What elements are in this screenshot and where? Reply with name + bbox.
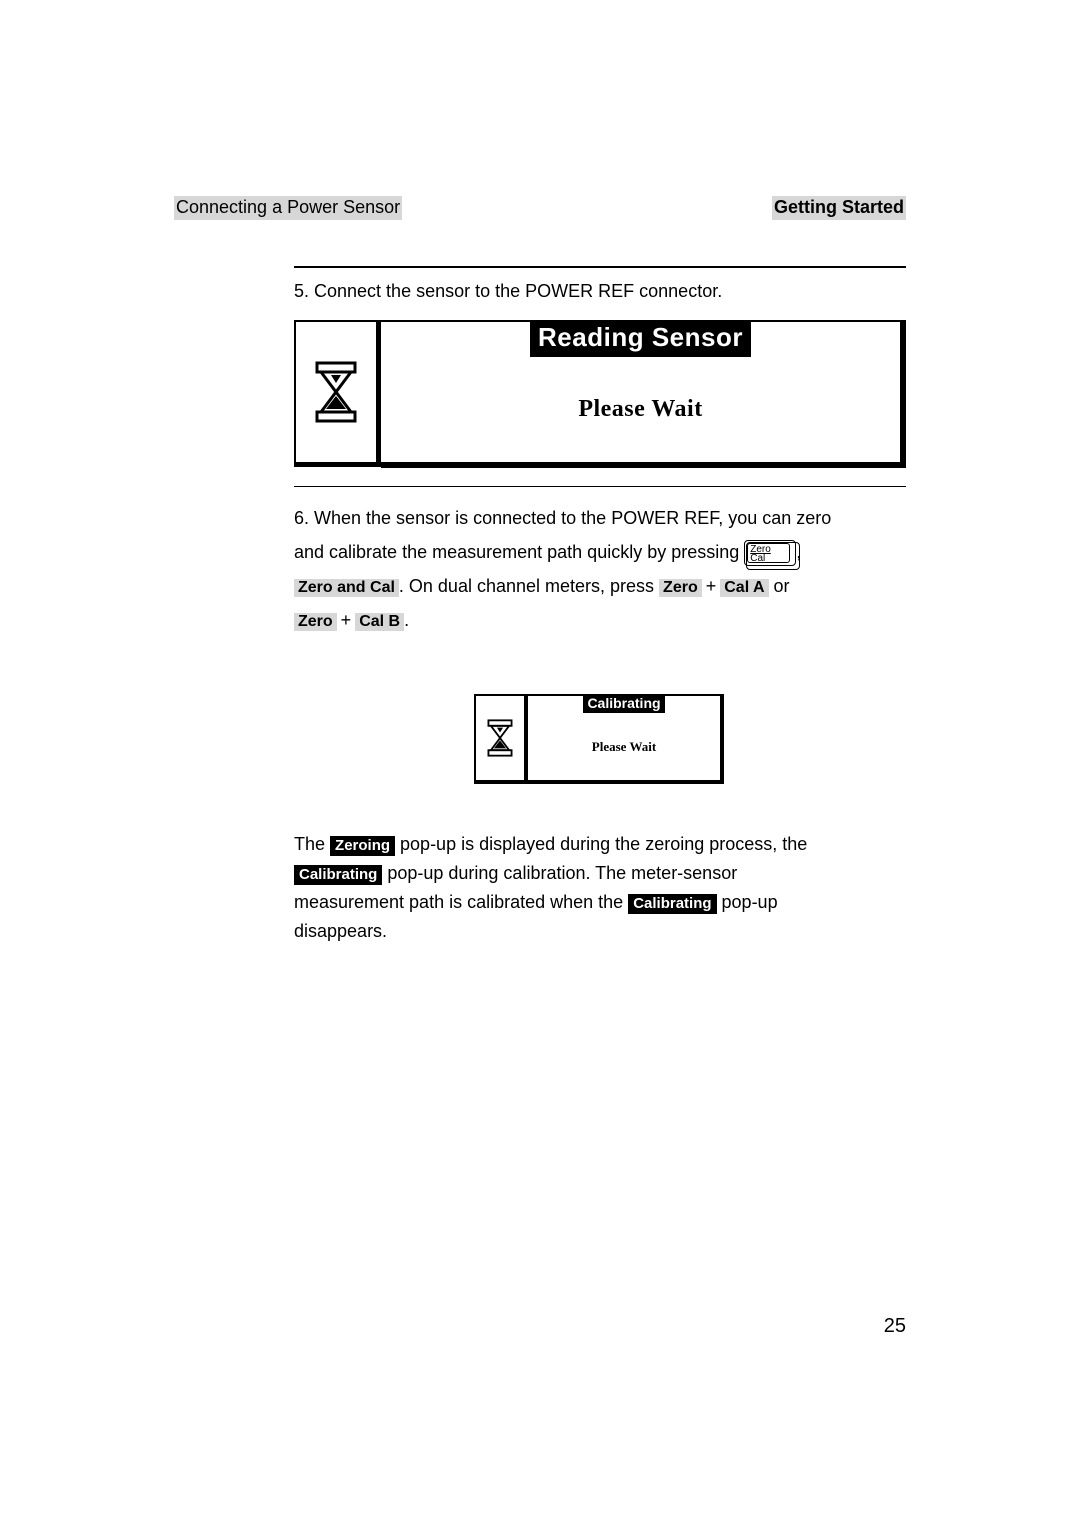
content-column: 5. Connect the sensor to the POWER REF c… <box>294 266 906 946</box>
step-5-text: 5. Connect the sensor to the POWER REF c… <box>294 278 906 306</box>
rule-thin <box>294 486 906 487</box>
para-t6: disappears. <box>294 921 387 941</box>
popup-title: Reading Sensor <box>530 320 751 357</box>
plus-1: + <box>702 576 721 596</box>
badge-zeroing: Zeroing <box>330 836 395 856</box>
hourglass-icon-cell <box>294 320 381 467</box>
calibrating-popup: Calibrating Please Wait <box>474 694 724 784</box>
reading-sensor-popup: Reading Sensor Please Wait <box>294 320 906 468</box>
zero-cal-hardkey: ZeroCal <box>744 540 796 566</box>
step-6-line-c: Zero and Cal. On dual channel meters, pr… <box>294 573 906 601</box>
rule-heavy <box>294 266 906 268</box>
step-6-d-end: . <box>404 610 409 630</box>
hourglass-icon <box>486 719 514 757</box>
softkey-cal-b: Cal B <box>355 613 404 631</box>
softkey-zero-a: Zero <box>659 579 702 597</box>
popup-title-small: Calibrating <box>583 694 664 713</box>
plus-2: + <box>337 610 356 630</box>
step-6-c-mid: . On dual channel meters, press <box>399 576 659 596</box>
popup-message-small: Please Wait <box>528 713 720 780</box>
softkey-zero-and-cal: Zero and Cal <box>294 579 399 597</box>
step-6-line-b: and calibrate the measurement path quick… <box>294 539 906 567</box>
section-title: Connecting a Power Sensor <box>174 196 402 220</box>
para-t3: pop-up during calibration. The meter-sen… <box>382 863 737 883</box>
page-number: 25 <box>884 1315 906 1338</box>
para-t5: pop-up <box>717 892 778 912</box>
reading-sensor-body: Reading Sensor Please Wait <box>381 320 906 468</box>
popup-message: Please Wait <box>578 396 702 423</box>
softkey-cal-a: Cal A <box>720 579 768 597</box>
chapter-title: Getting Started <box>772 196 906 220</box>
hardkey-bottom-label: Cal <box>750 553 765 564</box>
para-t4: measurement path is calibrated when the <box>294 892 628 912</box>
badge-calibrating-2: Calibrating <box>628 894 716 914</box>
hourglass-icon-cell-small <box>474 694 528 784</box>
step-6-line-a: 6. When the sensor is connected to the P… <box>294 505 906 533</box>
hourglass-icon <box>313 361 359 423</box>
badge-calibrating-1: Calibrating <box>294 865 382 885</box>
para-t2: pop-up is displayed during the zeroing p… <box>395 834 807 854</box>
para-t1: The <box>294 834 330 854</box>
step-6-line-d: Zero+Cal B. <box>294 607 906 635</box>
step-6-b-prefix: and calibrate the measurement path quick… <box>294 542 744 562</box>
softkey-zero-b: Zero <box>294 613 337 631</box>
calibrating-body: Calibrating Please Wait <box>528 694 724 784</box>
running-header: Connecting a Power Sensor Getting Starte… <box>174 196 906 220</box>
step-6-c-end: or <box>769 576 790 596</box>
explanatory-paragraph: The Zeroing pop-up is displayed during t… <box>294 830 906 945</box>
page: Connecting a Power Sensor Getting Starte… <box>0 0 1080 1528</box>
